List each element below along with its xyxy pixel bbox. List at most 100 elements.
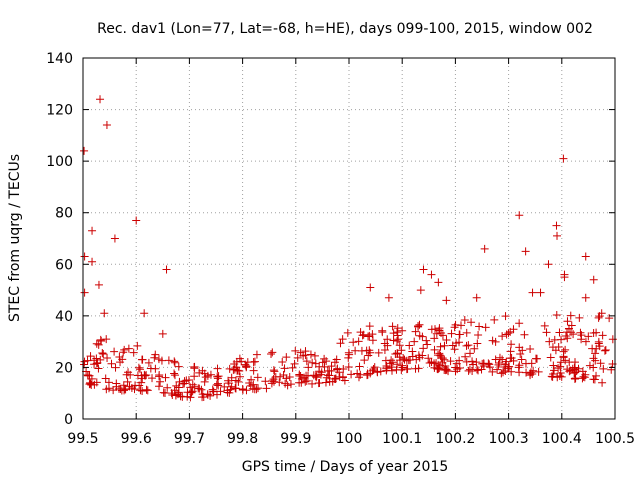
data-point [393, 349, 402, 358]
data-point [467, 318, 476, 327]
data-point [545, 337, 554, 346]
data-point [170, 371, 179, 380]
data-point [347, 370, 356, 379]
data-point [195, 368, 204, 377]
data-point [388, 322, 397, 331]
data-point [507, 340, 516, 349]
data-point [397, 346, 406, 355]
data-point [601, 345, 610, 354]
data-point [295, 371, 304, 380]
data-point [526, 345, 535, 354]
data-point [437, 353, 446, 362]
data-point [559, 352, 568, 361]
data-point [507, 367, 516, 376]
data-point [440, 341, 449, 350]
data-point [442, 336, 451, 345]
data-point [544, 260, 553, 269]
data-point [283, 381, 292, 390]
data-point [327, 362, 336, 371]
x-tick-label: 100.5 [595, 431, 635, 447]
data-point [216, 387, 225, 396]
data-point [373, 367, 382, 376]
data-point [598, 378, 607, 387]
data-point [552, 310, 561, 319]
data-point [148, 374, 157, 383]
data-point [589, 363, 598, 372]
data-point [138, 387, 147, 396]
data-point [575, 313, 584, 322]
data-point [187, 388, 196, 397]
data-point [553, 231, 562, 240]
data-point [389, 329, 398, 338]
data-point [589, 275, 598, 284]
data-point [220, 382, 229, 391]
data-point [291, 346, 300, 355]
data-point [203, 390, 212, 399]
data-point [581, 293, 590, 302]
data-point [598, 331, 607, 340]
x-tick-label: 99.8 [227, 431, 258, 447]
data-point [280, 364, 289, 373]
data-point [103, 354, 112, 363]
data-point [85, 371, 94, 380]
data-point [578, 367, 587, 376]
data-point [497, 369, 506, 378]
data-point [262, 384, 271, 393]
data-point [412, 355, 421, 364]
data-point [515, 361, 524, 370]
data-point [131, 381, 140, 390]
data-point [344, 362, 353, 371]
data-point [235, 367, 244, 376]
data-point [394, 335, 403, 344]
data-point [304, 371, 313, 380]
data-point [282, 374, 291, 383]
x-tick-label: 99.7 [174, 431, 205, 447]
data-point [110, 347, 119, 356]
data-point [351, 346, 360, 355]
data-point [462, 341, 471, 350]
data-point [110, 234, 119, 243]
data-point [336, 339, 345, 348]
data-point [140, 370, 149, 379]
data-point [94, 280, 103, 289]
data-point [398, 326, 407, 335]
data-point [549, 361, 558, 370]
data-point [408, 352, 417, 361]
data-point [362, 346, 371, 355]
data-point [506, 347, 515, 356]
data-point [419, 344, 428, 353]
data-point [269, 366, 278, 375]
data-point [596, 359, 605, 368]
data-point [88, 226, 97, 235]
data-point [156, 377, 165, 386]
data-point [514, 363, 523, 372]
data-point [236, 372, 245, 381]
data-point [410, 337, 419, 346]
data-point [355, 362, 364, 371]
data-point [232, 357, 241, 366]
data-point [290, 359, 299, 368]
y-tick-label: 0 [64, 412, 73, 428]
data-point [455, 364, 464, 373]
data-point [368, 330, 377, 339]
data-point [470, 344, 479, 353]
data-point [157, 356, 166, 365]
data-point [507, 354, 516, 363]
data-point [141, 371, 150, 380]
data-point [468, 366, 477, 375]
data-point [213, 364, 222, 373]
data-point [531, 354, 540, 363]
data-point [442, 296, 451, 305]
data-point [364, 332, 373, 341]
data-point [455, 356, 464, 365]
data-point [104, 378, 113, 387]
data-point [267, 349, 276, 358]
data-point [536, 288, 545, 297]
data-point [343, 328, 352, 337]
data-point [254, 384, 263, 393]
data-point [522, 368, 531, 377]
data-point [384, 293, 393, 302]
data-point [124, 344, 133, 353]
data-point [344, 353, 353, 362]
data-point [360, 356, 369, 365]
